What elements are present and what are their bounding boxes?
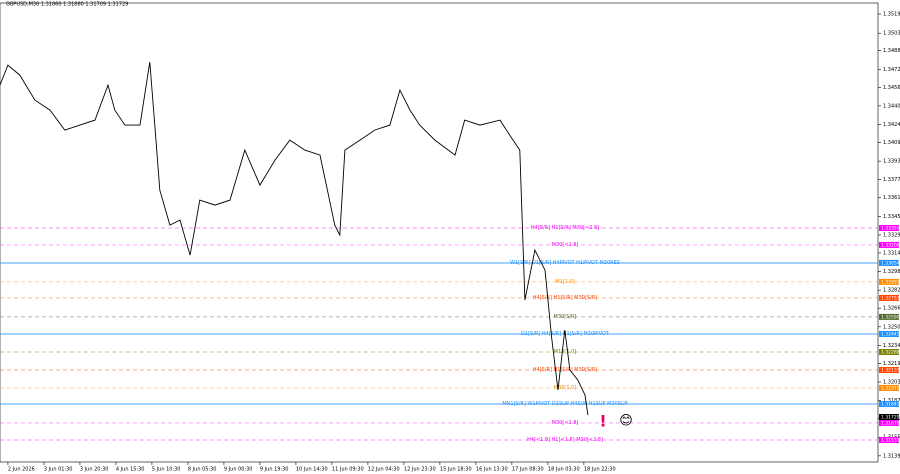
price-tag bbox=[879, 278, 899, 285]
y-tick-label: 1.33295 bbox=[883, 232, 900, 238]
level-label: M30[S/R] bbox=[554, 314, 577, 320]
level-label: MN1[S/R] W1PIVOT D1SUP H4SUP H1SUP M30SU… bbox=[502, 401, 627, 407]
x-tick-label: 16 Jun 13:30 bbox=[476, 467, 508, 473]
price-tag-label: 1.31531 bbox=[881, 438, 900, 444]
x-tick-label: 8 Jun 05:30 bbox=[188, 467, 217, 473]
level-label: M15[1.0] bbox=[554, 349, 577, 355]
x-tick-label: 3 Jun 20:30 bbox=[80, 467, 109, 473]
price-tag bbox=[879, 224, 899, 231]
y-tick-label: 1.31395 bbox=[883, 453, 900, 459]
price-tag-label: 1.33054 bbox=[881, 260, 900, 266]
price-tag-label: 1.33209 bbox=[881, 242, 900, 248]
level-label: M1[1.0] bbox=[555, 279, 574, 285]
price-tag-label: 1.32133 bbox=[881, 368, 900, 374]
y-tick-label: 1.32980 bbox=[883, 269, 900, 275]
level-label: H4[S/R] H1[S/R] M30[<2.8] bbox=[531, 225, 599, 231]
price-tag bbox=[879, 400, 899, 407]
price-tag bbox=[879, 330, 899, 337]
x-tick-label: 5 Jun 10:30 bbox=[152, 467, 181, 473]
x-tick-label: 10 Jun 14:30 bbox=[296, 467, 328, 473]
x-tick-label: 12 Jun 23:30 bbox=[404, 467, 436, 473]
y-tick-label: 1.33930 bbox=[883, 159, 900, 165]
y-tick-label: 1.34090 bbox=[883, 140, 900, 146]
y-tick-label: 1.32345 bbox=[883, 343, 900, 349]
price-tag bbox=[879, 294, 899, 301]
y-tick-label: 1.32505 bbox=[883, 324, 900, 330]
price-tag bbox=[879, 259, 899, 266]
y-tick-label: 1.32665 bbox=[883, 306, 900, 312]
price-line bbox=[0, 62, 589, 416]
price-tag-label: 1.31979 bbox=[881, 385, 900, 391]
y-tick-label: 1.34880 bbox=[883, 48, 900, 54]
y-tick-label: 1.33770 bbox=[883, 177, 900, 183]
price-tag bbox=[879, 241, 899, 248]
price-tag bbox=[879, 437, 899, 444]
chart-title: GBPUSD,M30 1.31860 1.31880 1.31709 1.317… bbox=[6, 2, 128, 8]
y-tick-label: 1.32030 bbox=[883, 380, 900, 386]
current-price-label: 1.31729 bbox=[881, 415, 900, 421]
y-tick-label: 1.33455 bbox=[883, 214, 900, 220]
y-tick-label: 1.32190 bbox=[883, 361, 900, 367]
x-tick-label: 12 Jun 04:30 bbox=[368, 467, 400, 473]
y-tick-label: 1.32820 bbox=[883, 288, 900, 294]
y-tick-label: 1.33615 bbox=[883, 195, 900, 201]
price-tag-label: 1.32443 bbox=[881, 331, 900, 337]
y-tick-label: 1.33140 bbox=[883, 250, 900, 256]
status-icon: 😊 bbox=[619, 414, 633, 429]
y-tick-label: 1.34720 bbox=[883, 67, 900, 73]
y-tick-label: 1.34245 bbox=[883, 122, 900, 128]
level-label: M30[1.0] bbox=[554, 385, 577, 391]
level-label: W1[S/R] D1[S/R] H4PIVOT H1PIVOT M30RES bbox=[510, 260, 620, 266]
current-price-tag bbox=[879, 414, 899, 421]
x-tick-label: 2 Jun 2026 bbox=[8, 467, 35, 473]
x-tick-label: 15 Jun 18:30 bbox=[440, 467, 472, 473]
price-tag-label: 1.31678 bbox=[881, 420, 900, 426]
level-label: M30[<1.8] bbox=[552, 242, 579, 248]
price-tag-label: 1.31841 bbox=[881, 401, 900, 407]
price-tag bbox=[879, 349, 899, 356]
y-tick-label: 1.34565 bbox=[883, 85, 900, 91]
price-tag-label: 1.32753 bbox=[881, 295, 900, 301]
price-tag-label: 1.32891 bbox=[881, 279, 900, 285]
x-tick-label: 3 Jun 01:30 bbox=[44, 467, 73, 473]
y-tick-label: 1.35195 bbox=[883, 12, 900, 18]
price-tag-label: 1.32288 bbox=[881, 350, 900, 356]
x-tick-label: 11 Jun 09:30 bbox=[332, 467, 364, 473]
level-label: H4[S/R] H1[S/R] M30[S/R] bbox=[533, 367, 597, 373]
x-tick-label: 4 Jun 15:30 bbox=[116, 467, 145, 473]
level-label: M30[<1.8] bbox=[552, 420, 579, 426]
y-tick-label: 1.34405 bbox=[883, 103, 900, 109]
y-tick-label: 1.35030 bbox=[883, 31, 900, 37]
x-tick-label: 9 Jun 19:30 bbox=[260, 467, 289, 473]
price-tag-label: 1.32590 bbox=[881, 314, 900, 320]
price-tag bbox=[879, 384, 899, 391]
price-tag bbox=[879, 419, 899, 426]
level-label: H4[<1.8] H1[<1.8] M30[<2.8] bbox=[527, 437, 603, 443]
plot-frame bbox=[0, 2, 879, 463]
level-label: H4[S/R] H1[S/R] M30[S/R] bbox=[533, 295, 597, 301]
price-tag-label: 1.33355 bbox=[881, 225, 900, 231]
x-tick-label: 18 Jun 03:30 bbox=[548, 467, 580, 473]
alert-mark: ! bbox=[599, 412, 606, 431]
price-tag bbox=[879, 313, 899, 320]
price-tag bbox=[879, 367, 899, 374]
x-tick-label: 18 Jun 22:30 bbox=[584, 467, 616, 473]
x-tick-label: 9 Jun 00:30 bbox=[224, 467, 253, 473]
x-tick-label: 17 Jun 08:30 bbox=[512, 467, 544, 473]
